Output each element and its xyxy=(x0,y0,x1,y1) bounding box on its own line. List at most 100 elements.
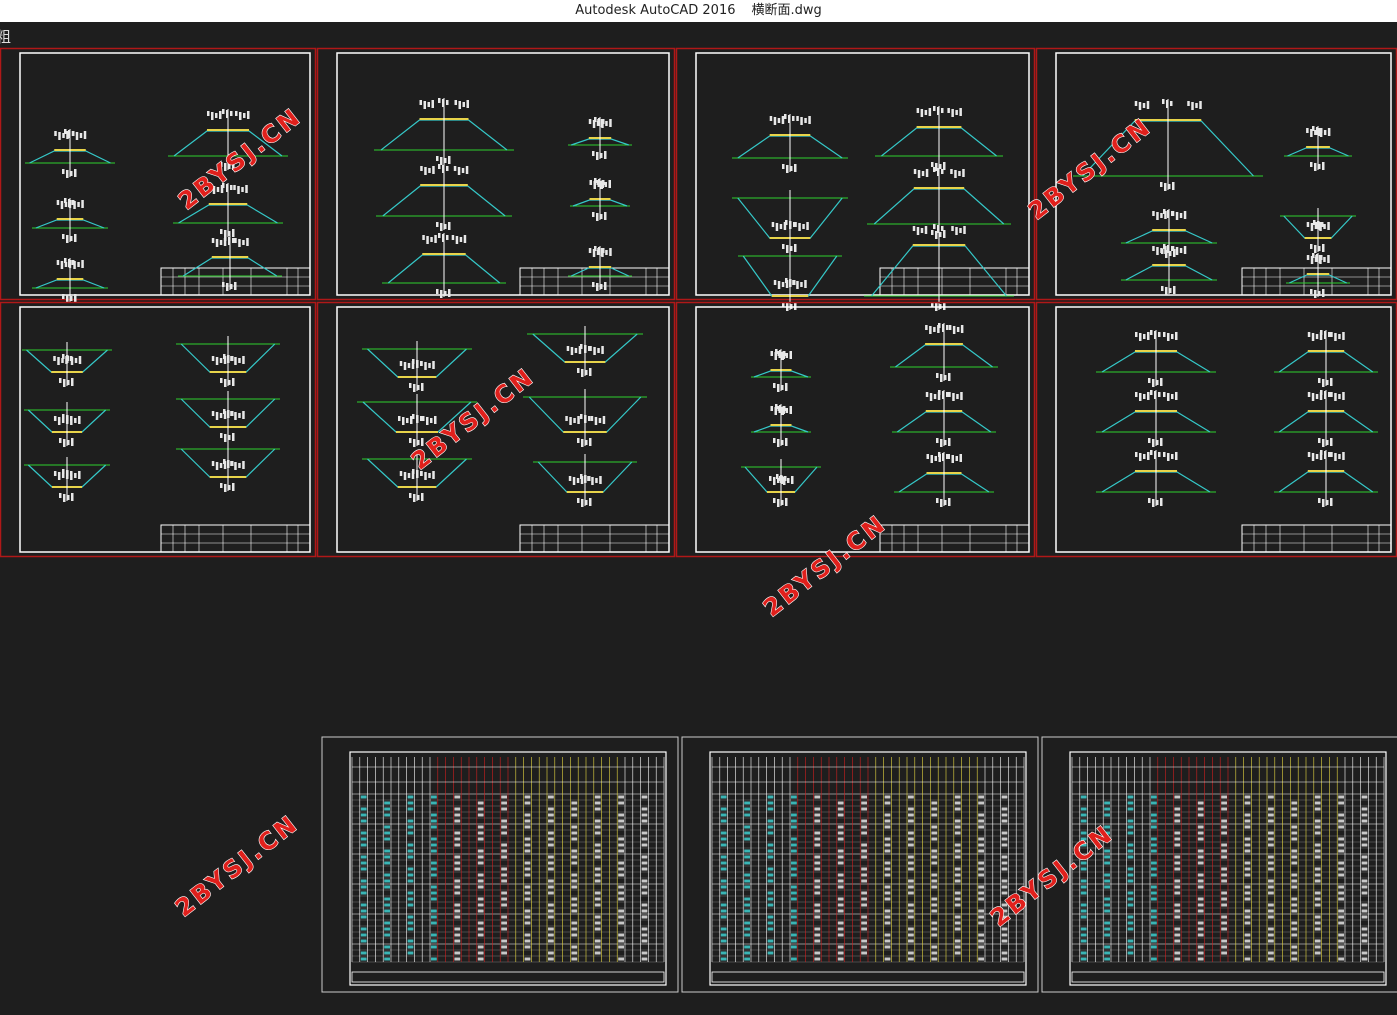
table-cell-text xyxy=(1244,861,1251,865)
table-cell-text xyxy=(618,819,624,823)
watermark: 2BYSJ.CN xyxy=(170,809,304,922)
cad-text xyxy=(422,416,425,421)
cad-text xyxy=(792,280,795,285)
cad-text xyxy=(955,227,958,235)
cad-text xyxy=(943,162,946,170)
table-cell-text xyxy=(1268,807,1274,811)
table-cell-text xyxy=(594,951,601,955)
table-cell-text xyxy=(1127,891,1134,895)
cad-text xyxy=(454,100,457,105)
table-cell-text xyxy=(1221,819,1227,823)
table-cell-text xyxy=(501,855,507,859)
cad-text xyxy=(1158,332,1161,337)
table-cell-text xyxy=(954,807,961,811)
table-cell-text xyxy=(1338,801,1344,805)
cad-text xyxy=(232,162,235,170)
cad-text xyxy=(219,111,222,119)
table-cell-text xyxy=(594,819,601,823)
cad-text xyxy=(947,454,950,459)
file-name: 横断面.dwg xyxy=(751,3,822,18)
cad-text xyxy=(407,363,411,368)
cad-text xyxy=(71,131,75,136)
table-cell-text xyxy=(548,915,554,919)
cad-text xyxy=(1175,212,1179,220)
table-cell-text xyxy=(594,879,601,883)
table-cell-text xyxy=(407,873,414,877)
cad-text xyxy=(442,99,445,107)
table-cell-text xyxy=(641,891,648,895)
toolbar-label[interactable]: 粗 xyxy=(0,28,12,46)
cad-text xyxy=(936,373,939,378)
cad-text xyxy=(1327,255,1330,263)
table-cell-text xyxy=(548,885,554,889)
table-cell-text xyxy=(1174,795,1181,799)
table-cell-text xyxy=(814,837,821,841)
table-cell-text xyxy=(384,861,390,865)
table-cell-text xyxy=(1244,891,1251,895)
cad-text xyxy=(948,325,952,330)
cad-text xyxy=(74,234,77,242)
sheet-frame xyxy=(695,52,1030,296)
cad-text xyxy=(215,462,219,470)
sheet-frame xyxy=(336,52,670,296)
cad-text xyxy=(962,169,965,177)
cad-text xyxy=(416,415,419,423)
table-cell-text xyxy=(1127,897,1134,901)
cad-text xyxy=(1342,332,1345,340)
cad-text xyxy=(1318,128,1321,136)
table-cell-text xyxy=(571,933,578,937)
cad-text xyxy=(70,417,73,425)
cad-text xyxy=(935,163,938,171)
table-cell-text xyxy=(1151,933,1157,937)
table-cell-text xyxy=(548,927,554,931)
table-cell-text xyxy=(1268,885,1274,889)
cad-text xyxy=(1134,101,1138,106)
cad-text xyxy=(937,392,941,400)
table-cell-text xyxy=(431,837,437,841)
table-cell-text xyxy=(791,837,797,841)
table-cell-text xyxy=(1127,921,1134,925)
cad-text xyxy=(946,454,949,459)
table-cell-text xyxy=(931,855,938,859)
sheet-boundary xyxy=(0,301,317,558)
table-cell-text xyxy=(384,897,390,901)
table-cell-text xyxy=(641,951,648,955)
cad-text xyxy=(921,171,925,176)
table-cell-text xyxy=(744,855,750,859)
cad-text xyxy=(959,108,962,116)
table-cell-text xyxy=(861,795,867,799)
table-cell-text xyxy=(524,843,531,847)
table-cell-text xyxy=(908,843,914,847)
cad-text xyxy=(444,224,447,229)
table-cell-text xyxy=(1314,939,1321,943)
cad-text xyxy=(783,406,786,411)
table-cell-text xyxy=(384,957,390,961)
table-cell-text xyxy=(548,855,554,859)
table-cell-text xyxy=(384,879,390,883)
table-cell-text xyxy=(1127,819,1134,823)
table-cell-text xyxy=(744,885,750,889)
cad-text xyxy=(426,417,429,425)
table-cell-text xyxy=(837,855,844,859)
table-cell-text xyxy=(954,801,961,805)
cad-text xyxy=(940,439,943,447)
cad-text xyxy=(1175,392,1178,400)
table-cell-text xyxy=(1197,855,1204,859)
table-cell-text xyxy=(1127,831,1134,835)
cad-text xyxy=(1319,392,1323,400)
cad-text xyxy=(951,226,954,231)
table-cell-text xyxy=(767,807,774,811)
table-cell-text xyxy=(477,861,484,865)
cad-text xyxy=(597,248,600,253)
sheet-boundary xyxy=(0,47,317,301)
table-cell-text xyxy=(1314,903,1321,907)
table-cell-text xyxy=(548,867,554,871)
cad-text xyxy=(232,378,235,386)
table-cell-text xyxy=(767,927,774,931)
table-cell-text xyxy=(477,909,484,913)
table-cell-text xyxy=(431,891,437,895)
cad-text xyxy=(220,378,223,383)
cad-text xyxy=(578,346,582,354)
table-cell-text xyxy=(861,819,867,823)
cad-text xyxy=(1320,390,1323,395)
